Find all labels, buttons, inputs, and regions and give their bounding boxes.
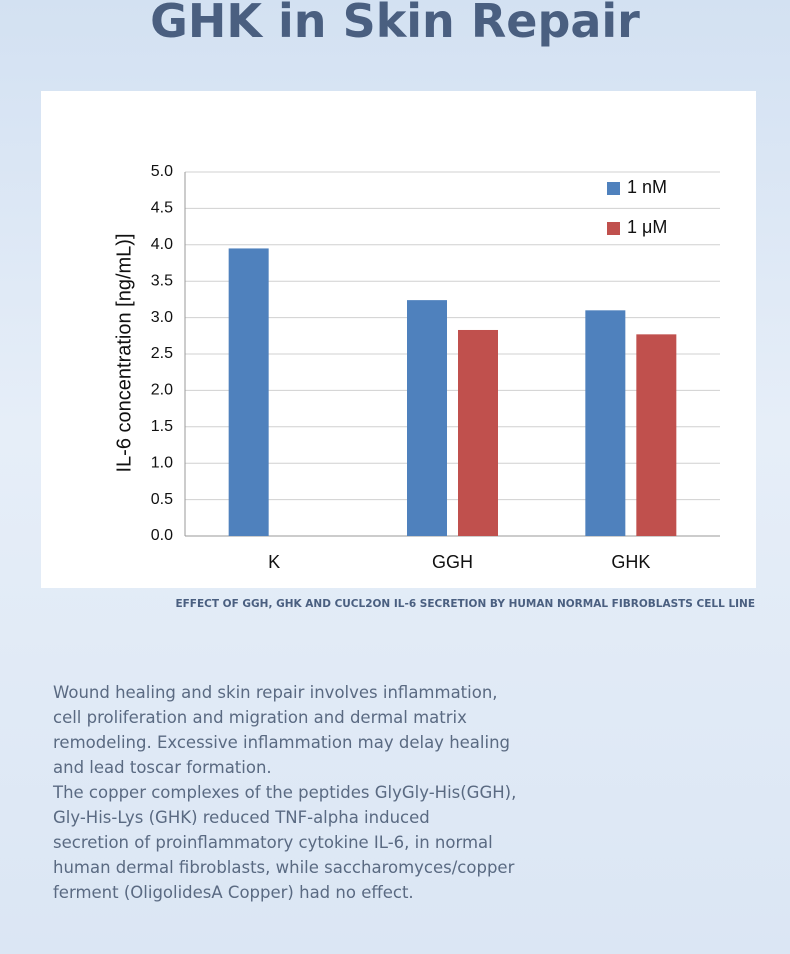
x-tick-label: GHK — [611, 552, 650, 572]
y-tick-label: 0.0 — [151, 527, 173, 544]
y-tick-label: 4.5 — [151, 200, 173, 217]
body-line: Wound healing and skin repair involves i… — [53, 683, 498, 702]
body-line: cell proliferation and migration and der… — [53, 708, 467, 727]
y-tick-label: 1.0 — [151, 454, 173, 471]
y-tick-label: 3.5 — [151, 272, 173, 289]
y-axis-label: IL-6 concentration [ng/mL)] — [113, 233, 135, 472]
y-tick-label: 5.0 — [151, 163, 173, 180]
bar — [407, 300, 447, 536]
legend-label: 1 nM — [627, 177, 667, 197]
body-line: and lead toscar formation. — [53, 758, 272, 777]
body-line: remodeling. Excessive inflammation may d… — [53, 733, 511, 752]
x-tick-label: GGH — [432, 552, 473, 572]
legend-swatch — [607, 182, 620, 195]
legend-label: 1 μM — [627, 217, 667, 237]
body-line: human dermal fibroblasts, while saccharo… — [53, 858, 515, 877]
bar — [585, 310, 626, 536]
bar — [458, 329, 498, 536]
body-text: Wound healing and skin repair involves i… — [53, 680, 516, 905]
y-tick-label: 3.0 — [151, 309, 173, 326]
body-line: The copper complexes of the peptides Gly… — [53, 783, 517, 802]
bar — [228, 248, 269, 536]
x-tick-label: K — [268, 552, 280, 572]
y-tick-label: 0.5 — [151, 491, 173, 508]
body-line: Gly-His-Lys (GHK) reduced TNF-alpha indu… — [53, 808, 430, 827]
y-tick-label: 4.0 — [151, 236, 173, 253]
page-title: GHK in Skin Repair — [150, 0, 640, 48]
legend-swatch — [607, 222, 620, 235]
body-line: ferment (OligolidesA Copper) had no effe… — [53, 883, 414, 902]
y-tick-label: 1.5 — [151, 418, 173, 435]
bar — [636, 334, 677, 536]
y-tick-label: 2.5 — [151, 345, 173, 362]
caption: EFFECT OF GGH, GHK AND CUCL2ON IL-6 SECR… — [175, 598, 755, 610]
body-line: secretion of proinflammatory cytokine IL… — [53, 833, 493, 852]
y-tick-label: 2.0 — [151, 382, 173, 399]
chart: IL-6 concentration [ng/mL)] 0.0 0.5 1.0 1.5… — [41, 91, 756, 588]
